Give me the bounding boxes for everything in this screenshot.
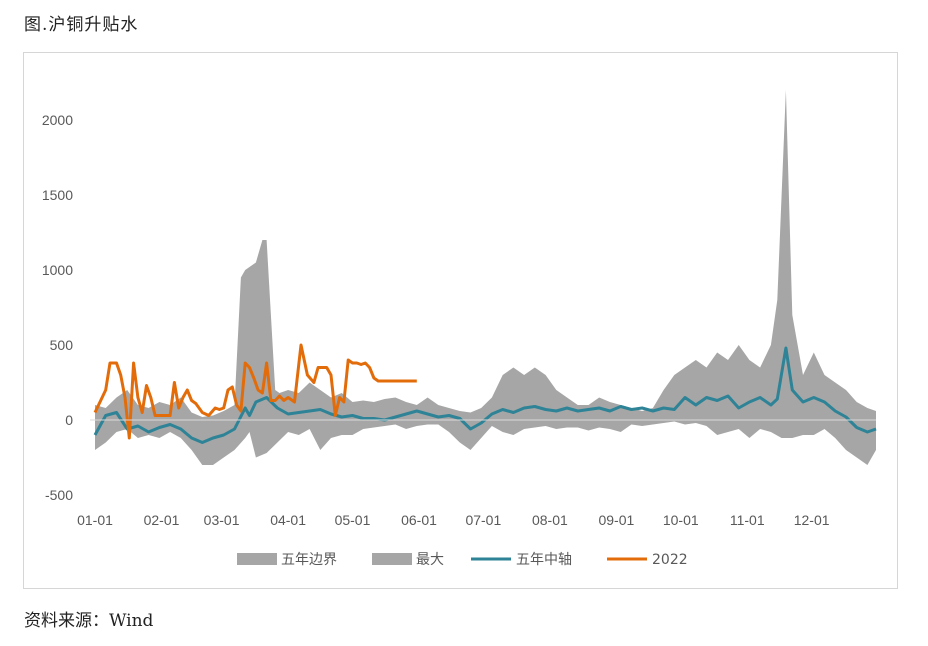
area-five-year-boundary — [95, 420, 876, 465]
x-tick-label: 05-01 — [335, 512, 371, 528]
x-tick-label: 09-01 — [598, 512, 634, 528]
y-tick-label: 0 — [65, 412, 73, 428]
x-tick-label: 06-01 — [401, 512, 437, 528]
y-tick-label: 2000 — [42, 112, 73, 128]
x-tick-label: 11-01 — [730, 512, 765, 528]
legend-label: 最大 — [416, 552, 444, 568]
x-tick-label: 07-01 — [465, 512, 501, 528]
y-tick-label: -500 — [45, 487, 73, 503]
legend-label: 五年边界 — [281, 552, 337, 568]
chart-frame — [23, 52, 898, 589]
y-tick-label: 1500 — [42, 187, 73, 203]
x-tick-label: 03-01 — [204, 512, 240, 528]
y-tick-label: 500 — [50, 337, 74, 353]
legend-swatch-area — [237, 553, 277, 565]
line-2022 — [93, 343, 417, 440]
x-tick-label: 08-01 — [532, 512, 568, 528]
figure-title: 图.沪铜升贴水 — [24, 15, 139, 35]
area-max — [95, 90, 876, 420]
legend-swatch-area — [372, 553, 412, 565]
line-five-year-midline — [93, 346, 877, 444]
x-tick-label: 12-01 — [794, 512, 830, 528]
x-tick-label: 10-01 — [663, 512, 699, 528]
legend-label: 2022 — [652, 552, 688, 568]
y-tick-label: 1000 — [42, 262, 73, 278]
x-tick-label: 01-01 — [77, 512, 113, 528]
legend-label: 五年中轴 — [516, 552, 572, 568]
source-note: 资料来源：Wind — [24, 611, 154, 631]
x-tick-label: 02-01 — [144, 512, 180, 528]
x-tick-label: 04-01 — [270, 512, 306, 528]
